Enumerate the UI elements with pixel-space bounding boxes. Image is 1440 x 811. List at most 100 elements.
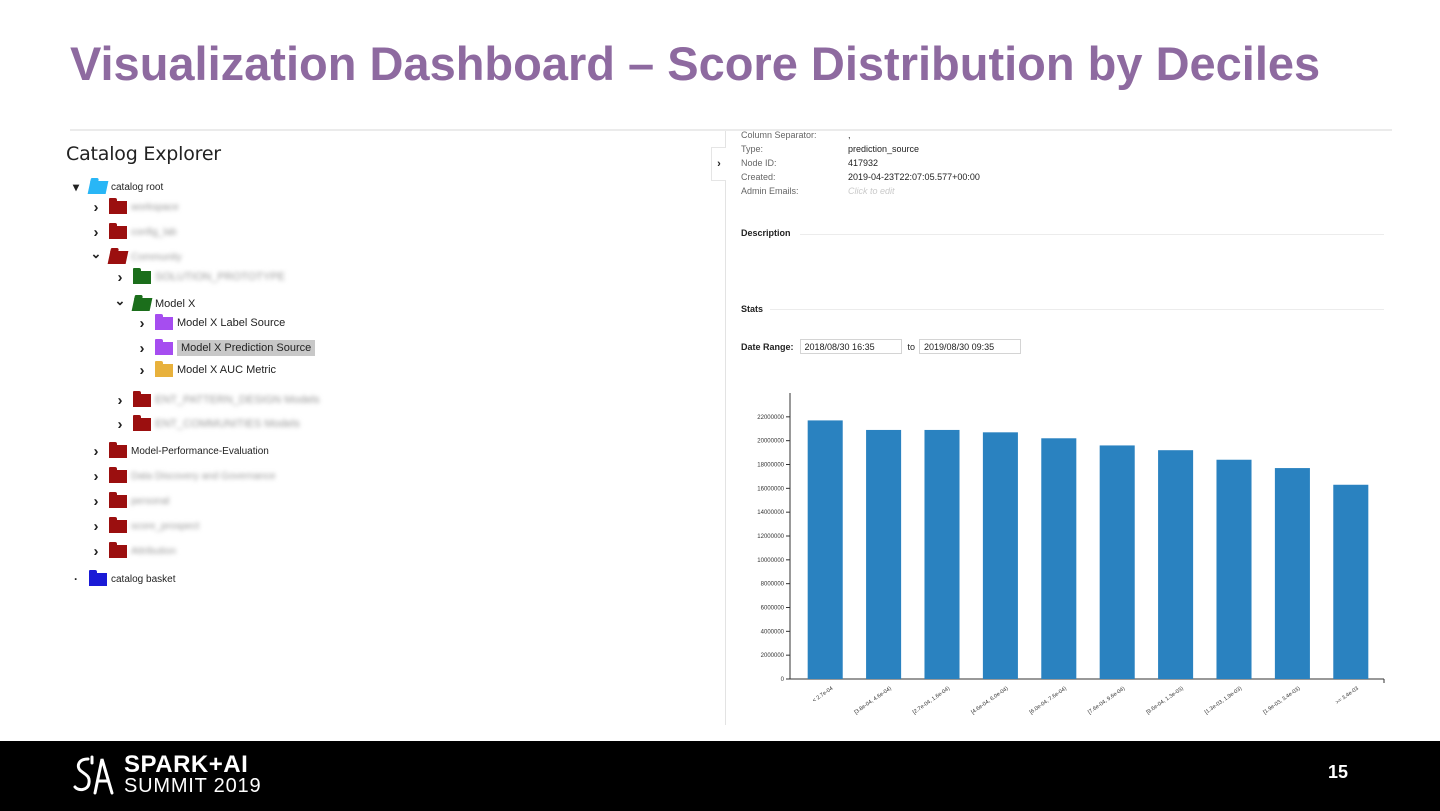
- bar[interactable]: [1333, 484, 1369, 679]
- chevron-right-icon[interactable]: ›: [93, 542, 99, 560]
- y-tick-label: 2000000: [761, 653, 785, 659]
- x-tick-label: >= 3.4e-03: [1335, 686, 1360, 706]
- chevron-right-icon[interactable]: ›: [117, 268, 123, 286]
- tree-node-label[interactable]: Attribution: [131, 545, 177, 557]
- tree-node[interactable]: › workspace: [89, 196, 179, 218]
- y-tick-label: 0: [781, 677, 785, 683]
- tree-node-label[interactable]: Data Discovery and Governance: [131, 470, 276, 482]
- bar[interactable]: [1216, 459, 1252, 679]
- chevron-right-icon[interactable]: ›: [139, 339, 145, 357]
- detail-key: Node ID:: [741, 158, 777, 168]
- tree-node-label[interactable]: Model-Performance-Evaluation: [131, 445, 269, 457]
- tree-node[interactable]: › Data Discovery and Governance: [89, 465, 276, 487]
- detail-key: Admin Emails:: [741, 186, 799, 196]
- date-to-input[interactable]: [919, 339, 1022, 354]
- y-tick-label: 16000000: [757, 486, 784, 492]
- bar[interactable]: [807, 420, 843, 679]
- tree-node[interactable]: › score_prospect: [89, 515, 199, 537]
- tree-node[interactable]: › Model X AUC Metric: [135, 359, 276, 381]
- stats-rule: [770, 309, 1384, 310]
- tree-node-label[interactable]: ENT_COMMUNITIES Models: [155, 418, 300, 430]
- chevron-down-icon[interactable]: ⌄: [114, 293, 126, 308]
- chevron-right-icon[interactable]: ›: [93, 492, 99, 510]
- tree-node[interactable]: ⌄ Community: [89, 246, 182, 268]
- date-to-label: to: [907, 341, 916, 352]
- folder-icon: [155, 313, 173, 330]
- chevron-right-icon[interactable]: ›: [93, 442, 99, 460]
- bullet-icon[interactable]: ·: [74, 572, 78, 586]
- chevron-down-icon[interactable]: ⌄: [90, 246, 102, 261]
- stats-heading: Stats: [741, 304, 764, 314]
- tree-node[interactable]: › Attribution: [89, 540, 176, 562]
- chevron-down-icon[interactable]: ▾: [72, 180, 80, 194]
- date-from-input[interactable]: [799, 339, 902, 354]
- tree-node-label[interactable]: personal: [131, 495, 170, 507]
- x-tick-label: [4.6e-04, 6.0e-04): [970, 686, 1009, 716]
- detail-key: Type:: [741, 144, 764, 154]
- bar[interactable]: [1274, 468, 1310, 679]
- bar[interactable]: [1041, 438, 1077, 679]
- y-tick-label: 4000000: [761, 629, 785, 635]
- tree-node-label[interactable]: workspace: [131, 201, 179, 213]
- folder-icon: [109, 491, 127, 508]
- tree-node-label[interactable]: SOLUTION_PROTOTYPE: [155, 271, 285, 283]
- tree-node[interactable]: ⌄ Model X: [113, 293, 195, 315]
- y-tick-label: 8000000: [761, 582, 785, 588]
- folder-icon: [109, 441, 127, 458]
- tree-node[interactable]: ▾ catalog root: [69, 176, 163, 198]
- tree-node-label[interactable]: config_lab: [131, 226, 177, 238]
- chevron-right-icon[interactable]: ›: [93, 467, 99, 485]
- chevron-right-icon[interactable]: ›: [117, 415, 123, 433]
- tree-node[interactable]: › SOLUTION_PROTOTYPE: [113, 266, 285, 288]
- date-range-filter: Date Range: to: [741, 339, 1022, 354]
- date-range-label: Date Range:: [741, 341, 794, 352]
- bar[interactable]: [982, 432, 1018, 679]
- chevron-right-icon[interactable]: ›: [117, 391, 123, 409]
- admin-emails-edit-link[interactable]: Click to edit: [848, 186, 895, 196]
- folder-icon: [109, 516, 127, 533]
- detail-value: 417932: [848, 158, 879, 168]
- tree-node-label[interactable]: catalog root: [111, 181, 164, 193]
- tree-node[interactable]: › Model X Prediction Source: [135, 337, 316, 359]
- chevron-right-icon[interactable]: ›: [139, 314, 145, 332]
- detail-key: Created:: [741, 172, 776, 182]
- detail-value: ,: [848, 130, 851, 140]
- chevron-right-icon[interactable]: ›: [139, 361, 145, 379]
- tree-node[interactable]: › config_lab: [89, 221, 177, 243]
- chevron-right-icon[interactable]: ›: [93, 517, 99, 535]
- folder-open-icon: [107, 250, 129, 264]
- collapse-panel-button[interactable]: ›: [711, 147, 726, 181]
- tree-node-label[interactable]: Model X Label Source: [177, 317, 286, 329]
- logo-text-line2: SUMMIT 2019: [124, 775, 262, 797]
- folder-open-icon: [131, 297, 153, 311]
- explorer-title: Catalog Explorer: [66, 143, 221, 165]
- page-number: 15: [1328, 762, 1349, 782]
- tree-node[interactable]: · catalog basket: [69, 568, 176, 590]
- folder-icon: [89, 569, 107, 586]
- tree-node-label[interactable]: catalog basket: [111, 573, 176, 585]
- y-tick-label: 22000000: [757, 415, 784, 421]
- decile-bar-chart: 0 2000000 4000000 6000000 8000000 10000000 120…: [757, 393, 1385, 716]
- x-tick-label: [2.7e-04, 1.6e-04): [912, 686, 951, 716]
- footer-bar: [0, 741, 1440, 811]
- tree-node[interactable]: › ENT_COMMUNITIES Models: [113, 413, 300, 435]
- chevron-right-icon[interactable]: ›: [93, 223, 99, 241]
- tree-node-label[interactable]: score_prospect: [131, 520, 200, 532]
- y-tick-label: 12000000: [757, 534, 784, 540]
- tree-node-label[interactable]: ENT_PATTERN_DESIGN Models: [155, 394, 320, 406]
- tree-node-label[interactable]: Community: [131, 251, 182, 263]
- tree-node[interactable]: › ENT_PATTERN_DESIGN Models: [113, 389, 320, 411]
- bar[interactable]: [1158, 450, 1194, 679]
- bar[interactable]: [1099, 445, 1135, 679]
- tree-node-label[interactable]: Model X Prediction Source: [177, 340, 316, 356]
- tree-node[interactable]: › Model-Performance-Evaluation: [89, 440, 269, 462]
- tree-node[interactable]: › personal: [89, 490, 169, 512]
- tree-node-label[interactable]: Model X: [155, 298, 196, 310]
- tree-node-label[interactable]: Model X AUC Metric: [177, 364, 277, 376]
- bar[interactable]: [866, 429, 902, 679]
- tree-node[interactable]: › Model X Label Source: [135, 312, 285, 334]
- chevron-right-icon[interactable]: ›: [93, 198, 99, 216]
- bar[interactable]: [924, 429, 960, 679]
- folder-icon: [109, 222, 127, 239]
- folder-open-icon: [87, 180, 109, 194]
